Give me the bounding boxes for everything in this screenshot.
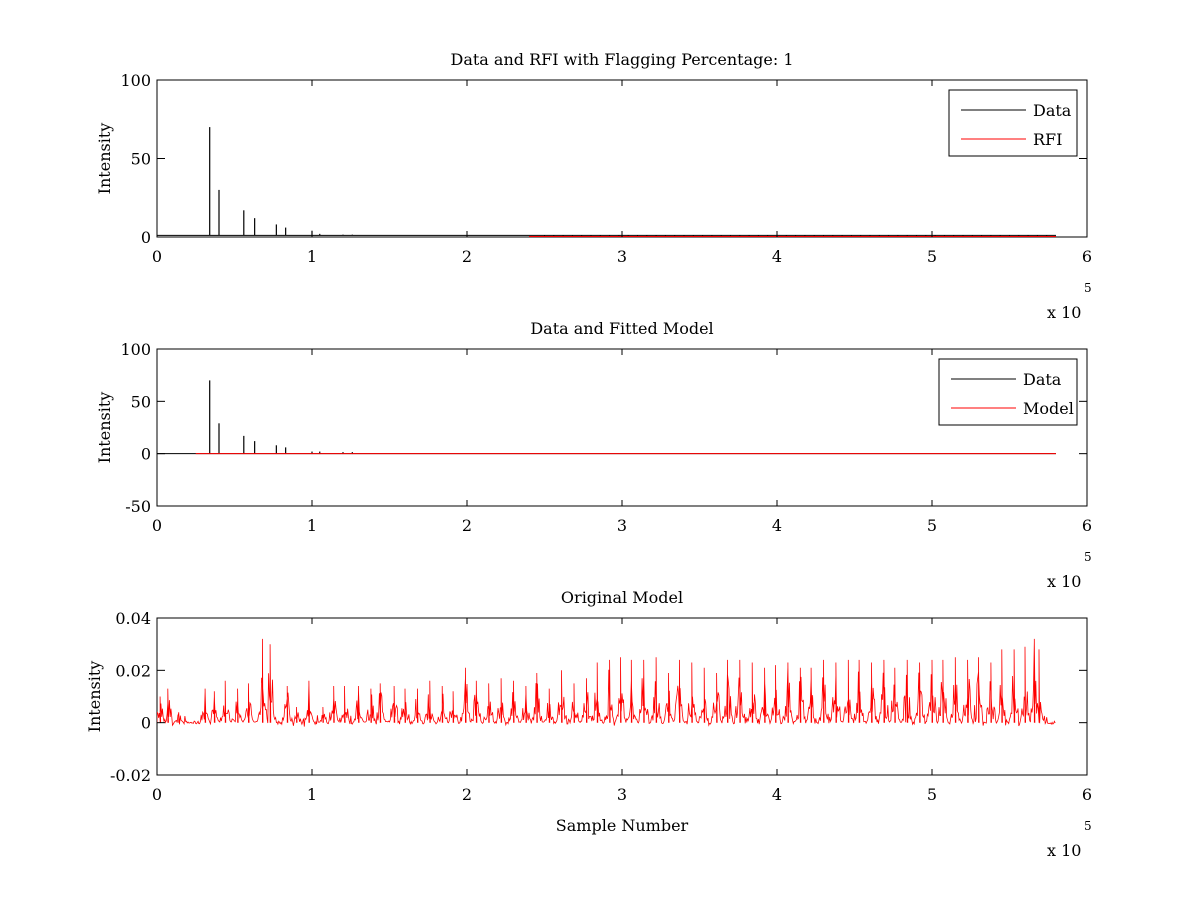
x-tick-label: 3 [617, 247, 627, 266]
x-exponent-label: x 10 [1047, 303, 1081, 322]
legend-label-rfi: RFI [1033, 130, 1062, 149]
x-tick-label: 3 [617, 785, 627, 804]
x-tick-label: 4 [772, 516, 782, 535]
plot-area [156, 348, 1088, 507]
legend-label-model: Model [1023, 399, 1074, 418]
y-tick-label: 50 [131, 150, 151, 169]
y-tick-label: 0 [141, 714, 151, 733]
y-tick-label: 100 [120, 340, 151, 359]
x-exponent-label: x 10 [1047, 841, 1081, 860]
y-tick-label: -0.02 [110, 766, 151, 785]
x-axis-label: Sample Number [556, 816, 689, 835]
x-exponent-power: 5 [1084, 281, 1092, 295]
legend-box [948, 89, 1078, 157]
data-layer [157, 638, 1056, 727]
x-tick-label: 4 [772, 247, 782, 266]
y-tick-label: 0.02 [115, 661, 151, 680]
y-tick-label: 0.04 [115, 609, 151, 628]
chart-title: Data and Fitted Model [530, 319, 713, 338]
x-exponent-power: 5 [1084, 819, 1092, 833]
x-tick-label: 0 [152, 785, 162, 804]
x-tick-label: 1 [307, 516, 317, 535]
y-tick-label: 100 [120, 71, 151, 90]
x-tick-label: 4 [772, 785, 782, 804]
x-tick-label: 5 [927, 516, 937, 535]
x-tick-label: 6 [1082, 247, 1092, 266]
x-exponent-label: x 10 [1047, 572, 1081, 591]
x-tick-label: 5 [927, 785, 937, 804]
chart-title: Original Model [561, 588, 683, 607]
x-tick-label: 2 [462, 785, 472, 804]
y-tick-label: 50 [131, 392, 151, 411]
chart-title: Data and RFI with Flagging Percentage: 1 [450, 50, 793, 69]
data-layer [157, 127, 1056, 237]
legend-label-data: Data [1033, 101, 1072, 120]
x-tick-label: 2 [462, 247, 472, 266]
x-tick-label: 6 [1082, 516, 1092, 535]
data-layer [157, 380, 1056, 455]
x-exponent-power: 5 [1084, 550, 1092, 564]
x-tick-label: 0 [152, 247, 162, 266]
y-tick-label: 0 [141, 445, 151, 464]
x-tick-label: 1 [307, 247, 317, 266]
x-tick-label: 6 [1082, 785, 1092, 804]
legend: Data RFI [948, 89, 1078, 157]
series-model-line [157, 638, 1056, 727]
chart-panel-1: 0 1 2 3 4 5 6 0 50 100 Data and RFI with Flagging … [95, 50, 1092, 322]
y-axis-label: Intensity [85, 661, 104, 733]
plot-area [156, 79, 1088, 238]
x-tick-label: 1 [307, 785, 317, 804]
legend: Data Model [938, 358, 1078, 426]
x-tick-label: 0 [152, 516, 162, 535]
x-tick-label: 5 [927, 247, 937, 266]
y-axis-label: Intensity [95, 392, 114, 464]
y-axis-label: Intensity [95, 123, 114, 195]
legend-box [938, 358, 1078, 426]
x-tick-label: 2 [462, 516, 472, 535]
legend-label-data: Data [1023, 370, 1062, 389]
y-tick-label: -50 [125, 497, 151, 516]
x-tick-label: 3 [617, 516, 627, 535]
y-tick-label: 0 [141, 228, 151, 247]
